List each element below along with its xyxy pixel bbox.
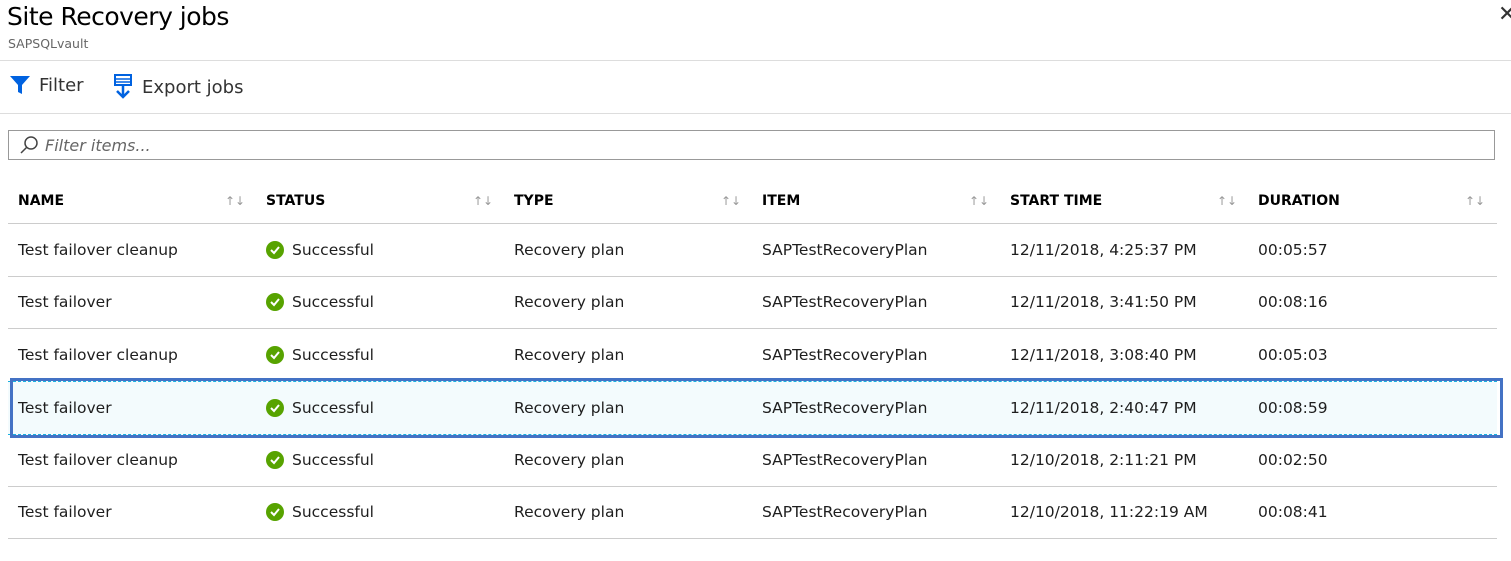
duration-cell: 00:08:16 — [1258, 293, 1328, 312]
table-header: NAME ↑↓ STATUS ↑↓ TYPE ↑↓ ITEM ↑↓ START TIME ↑↓ DU… — [8, 178, 1497, 224]
table-row[interactable]: Test failover cleanup Successful Recovery … — [8, 329, 1497, 382]
success-check-icon — [266, 450, 284, 469]
table-row[interactable]: Test failover cleanup Successful Recovery … — [8, 224, 1497, 277]
export-jobs-button[interactable]: Export jobs — [112, 74, 243, 100]
success-check-icon — [266, 241, 284, 259]
sort-icon[interactable]: ↑↓ — [721, 193, 742, 208]
status-cell: Successful — [256, 241, 504, 259]
start-cell: 12/11/2018, 4:25:37 PM — [1010, 241, 1197, 259]
divider — [0, 113, 1511, 114]
item-cell: SAPTestRecoveryPlan — [762, 345, 928, 364]
column-header[interactable]: ITEM ↑↓ — [762, 192, 990, 209]
column-header[interactable]: TYPE ↑↓ — [514, 192, 742, 209]
duration-cell: 00:08:59 — [1258, 399, 1328, 418]
name-cell: Test failover — [18, 503, 112, 521]
success-check-icon — [266, 399, 284, 418]
status-cell: Successful — [256, 293, 504, 312]
type-cell: Recovery plan — [514, 293, 625, 312]
table-row[interactable]: Test failover Successful Recovery plan SAPT… — [8, 381, 1497, 436]
type-cell: Recovery plan — [514, 241, 625, 259]
table-row[interactable]: Test failover cleanup Successful Recovery … — [8, 434, 1497, 487]
success-check-icon — [266, 293, 284, 312]
column-header[interactable]: START TIME ↑↓ — [1010, 192, 1238, 209]
filter-button[interactable]: Filter — [9, 74, 84, 96]
duration-cell: 00:08:41 — [1258, 503, 1328, 521]
item-cell: SAPTestRecoveryPlan — [762, 241, 928, 259]
start-cell: 12/11/2018, 2:40:47 PM — [1010, 399, 1197, 418]
success-check-icon — [266, 503, 284, 521]
duration-cell: 00:05:57 — [1258, 241, 1328, 259]
export-label: Export jobs — [142, 76, 244, 98]
search-input[interactable] — [43, 134, 1447, 156]
sort-icon[interactable]: ↑↓ — [1465, 193, 1486, 208]
sort-icon[interactable]: ↑↓ — [969, 193, 990, 208]
start-cell: 12/10/2018, 2:11:21 PM — [1010, 450, 1197, 469]
filter-icon — [10, 76, 30, 94]
type-cell: Recovery plan — [514, 450, 625, 469]
type-cell: Recovery plan — [514, 503, 625, 521]
duration-cell: 00:02:50 — [1258, 450, 1328, 469]
sort-icon[interactable]: ↑↓ — [1217, 193, 1238, 208]
page-title: Site Recovery jobs — [7, 2, 229, 31]
column-header[interactable]: DURATION ↑↓ — [1258, 192, 1486, 209]
item-cell: SAPTestRecoveryPlan — [762, 450, 928, 469]
type-cell: Recovery plan — [514, 345, 625, 364]
start-cell: 12/11/2018, 3:41:50 PM — [1010, 293, 1197, 312]
table-row[interactable]: Test failover Successful Recovery plan SAPT… — [8, 276, 1497, 330]
type-cell: Recovery plan — [514, 399, 625, 418]
export-icon — [114, 74, 132, 99]
item-cell: SAPTestRecoveryPlan — [762, 293, 928, 312]
filter-items-search[interactable] — [8, 130, 1495, 160]
sort-icon[interactable]: ↑↓ — [225, 193, 246, 208]
search-icon — [20, 136, 38, 154]
filter-label: Filter — [39, 74, 84, 96]
start-cell: 12/10/2018, 11:22:19 AM — [1010, 503, 1208, 521]
success-check-icon — [266, 345, 284, 364]
name-cell: Test failover — [18, 399, 112, 418]
name-cell: Test failover cleanup — [18, 241, 178, 259]
status-cell: Successful — [256, 450, 504, 469]
close-icon[interactable]: ✕ — [1498, 2, 1511, 27]
column-header[interactable]: NAME ↑↓ — [18, 192, 246, 209]
start-cell: 12/11/2018, 3:08:40 PM — [1010, 345, 1197, 364]
divider — [0, 60, 1511, 61]
name-cell: Test failover — [18, 293, 112, 312]
item-cell: SAPTestRecoveryPlan — [762, 503, 928, 521]
duration-cell: 00:05:03 — [1258, 345, 1328, 364]
status-cell: Successful — [256, 503, 504, 521]
sort-icon[interactable]: ↑↓ — [473, 193, 494, 208]
status-cell: Successful — [256, 345, 504, 364]
item-cell: SAPTestRecoveryPlan — [762, 399, 928, 418]
status-cell: Successful — [256, 399, 504, 418]
table-row[interactable]: Test failover Successful Recovery plan SAPT… — [8, 486, 1497, 539]
name-cell: Test failover cleanup — [18, 345, 178, 364]
name-cell: Test failover cleanup — [18, 450, 178, 469]
column-header[interactable]: STATUS ↑↓ — [266, 192, 494, 209]
page-subtitle: SAPSQLvault — [8, 36, 89, 51]
